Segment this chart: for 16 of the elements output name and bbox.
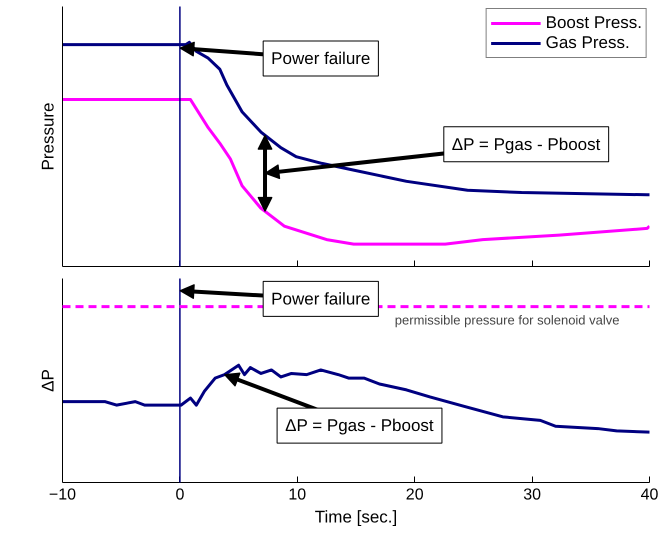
annotation: ΔP = Pgas - Pboost [285,416,434,436]
text: Power failure [271,289,370,308]
y-axis-title: ΔP [38,369,58,392]
x-axis-title: Time [sec.] [314,508,398,526]
x-tick-label: 0 [175,486,184,504]
ref-line-label: permissible pressure for solenoid valve [394,312,620,328]
x-tick-label: 40 [640,486,658,504]
x-tick-label: 10 [288,486,306,504]
annotation: Power failure [271,49,370,68]
legend-label: Boost Press. [546,13,642,33]
legend-label: Gas Press. [546,33,630,53]
x-tick-label: 20 [406,486,424,504]
x-tick-label: −10 [48,486,76,504]
x-tick-label: 30 [523,486,542,504]
y-axis-title: Pressure [38,102,58,171]
annotation: ΔP = Pgas - Pboost [452,134,601,154]
